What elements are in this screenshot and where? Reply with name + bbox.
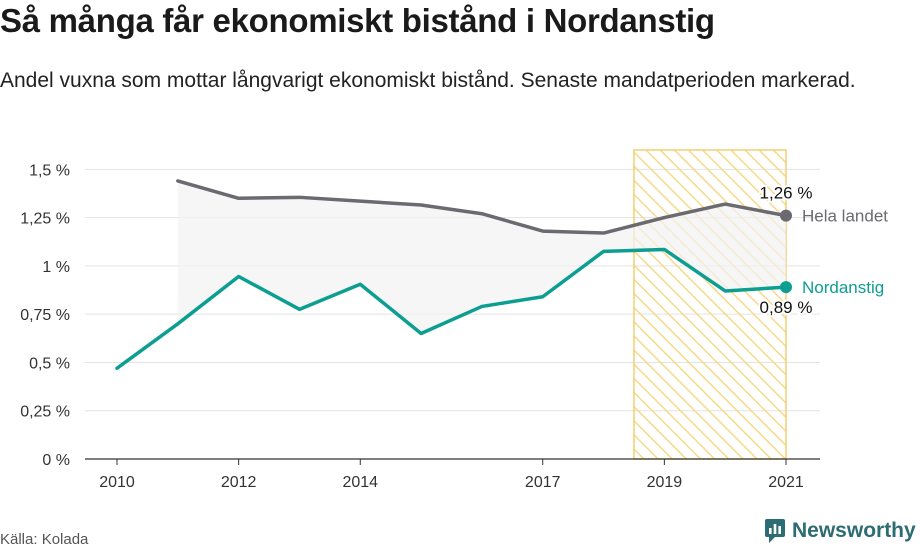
x-tick-label: 2014 bbox=[342, 474, 378, 491]
x-tick-label: 2021 bbox=[768, 474, 804, 491]
series-endpoint bbox=[780, 281, 792, 294]
series-line bbox=[115, 247, 788, 370]
y-tick-label: 0 % bbox=[42, 452, 70, 469]
chart-title: Så många får ekonomiskt bistånd i Nordan… bbox=[0, 2, 715, 39]
y-tick-label: 1,25 % bbox=[20, 211, 70, 228]
series-endpoint bbox=[780, 209, 792, 222]
series-name-label: Nordanstig bbox=[802, 278, 884, 297]
y-tick-label: 0,25 % bbox=[20, 404, 70, 421]
source-note: Källa: Kolada bbox=[0, 531, 89, 548]
chart-subtitle: Andel vuxna som mottar långvarigt ekonom… bbox=[0, 69, 856, 92]
series-name-label: Hela landet bbox=[802, 207, 888, 226]
y-tick-label: 0,75 % bbox=[20, 307, 70, 324]
brand-name: Newsworthy bbox=[792, 519, 916, 542]
series-value-label: 1,26 % bbox=[760, 184, 813, 203]
x-tick-label: 2017 bbox=[525, 474, 561, 491]
x-tick-label: 2010 bbox=[99, 474, 135, 491]
x-tick-label: 2012 bbox=[221, 474, 257, 491]
series-value-label: 0,89 % bbox=[760, 298, 813, 317]
x-tick-label: 2019 bbox=[647, 474, 683, 491]
series-line bbox=[176, 179, 788, 235]
y-tick-label: 1 % bbox=[42, 259, 70, 276]
y-tick-label: 0,5 % bbox=[29, 355, 70, 372]
y-tick-label: 1,5 % bbox=[29, 162, 70, 179]
newsworthy-logo: Newsworthy bbox=[764, 518, 916, 544]
newsworthy-logo-icon bbox=[765, 519, 785, 543]
mandate-period-highlight bbox=[633, 149, 787, 460]
